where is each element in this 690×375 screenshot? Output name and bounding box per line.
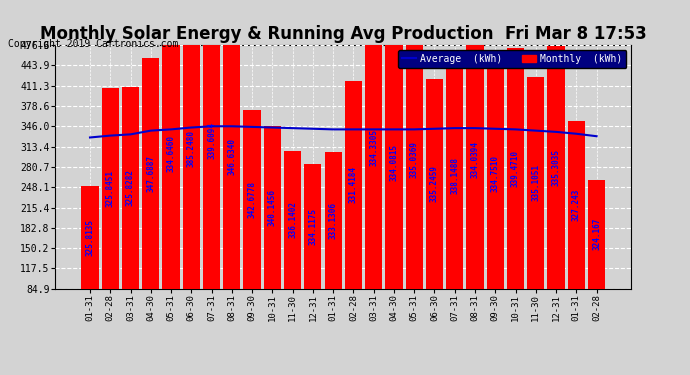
Title: Monthly Solar Energy & Running Avg Production  Fri Mar 8 17:53: Monthly Solar Energy & Running Avg Produ…: [40, 26, 647, 44]
Text: 334.3305: 334.3305: [369, 129, 378, 166]
Bar: [122, 87, 139, 289]
Bar: [142, 58, 159, 289]
Bar: [345, 81, 362, 289]
Bar: [406, 30, 423, 289]
Bar: [224, 25, 240, 289]
Bar: [203, 0, 220, 289]
Text: 335.1051: 335.1051: [531, 164, 540, 201]
Bar: [568, 121, 585, 289]
Bar: [324, 152, 342, 289]
Bar: [81, 186, 99, 289]
Text: 327.243: 327.243: [572, 189, 581, 221]
Bar: [183, 8, 200, 289]
Text: 335.2459: 335.2459: [430, 165, 439, 202]
Text: 333.1306: 333.1306: [328, 202, 337, 239]
Text: 325.8282: 325.8282: [126, 169, 135, 206]
Text: Copyright 2019 Cartronics.com: Copyright 2019 Cartronics.com: [8, 39, 179, 50]
Bar: [588, 180, 605, 289]
Text: 335.0369: 335.0369: [410, 141, 419, 178]
Text: 334.7510: 334.7510: [491, 156, 500, 192]
Text: 385.2480: 385.2480: [187, 130, 196, 167]
Text: 342.6778: 342.6778: [248, 181, 257, 218]
Bar: [304, 164, 322, 289]
Text: 336.1402: 336.1402: [288, 201, 297, 238]
Text: 334.1175: 334.1175: [308, 208, 317, 245]
Bar: [264, 126, 281, 289]
Bar: [101, 88, 119, 289]
Text: 346.6340: 346.6340: [227, 138, 237, 176]
Bar: [426, 79, 443, 289]
Bar: [244, 110, 261, 289]
Bar: [446, 63, 463, 289]
Text: 324.167: 324.167: [592, 218, 601, 250]
Text: 338.1488: 338.1488: [450, 157, 460, 194]
Bar: [466, 30, 484, 289]
Text: 334.0815: 334.0815: [389, 144, 398, 181]
Text: 339.6094: 339.6094: [207, 122, 216, 159]
Bar: [547, 46, 564, 289]
Text: 347.6887: 347.6887: [146, 155, 155, 192]
Text: 325.8135: 325.8135: [86, 219, 95, 256]
Text: 339.4710: 339.4710: [511, 150, 520, 187]
Legend: Average  (kWh), Monthly  (kWh): Average (kWh), Monthly (kWh): [398, 50, 627, 68]
Bar: [385, 37, 402, 289]
Text: 334.6460: 334.6460: [166, 135, 175, 172]
Text: 340.1456: 340.1456: [268, 189, 277, 226]
Text: 335.3035: 335.3035: [551, 149, 560, 186]
Text: 334.0394: 334.0394: [471, 141, 480, 178]
Bar: [527, 76, 544, 289]
Bar: [507, 48, 524, 289]
Bar: [284, 151, 302, 289]
Text: 325.8451: 325.8451: [106, 170, 115, 207]
Bar: [486, 59, 504, 289]
Bar: [162, 19, 179, 289]
Bar: [365, 6, 382, 289]
Text: 331.4184: 331.4184: [349, 166, 358, 203]
